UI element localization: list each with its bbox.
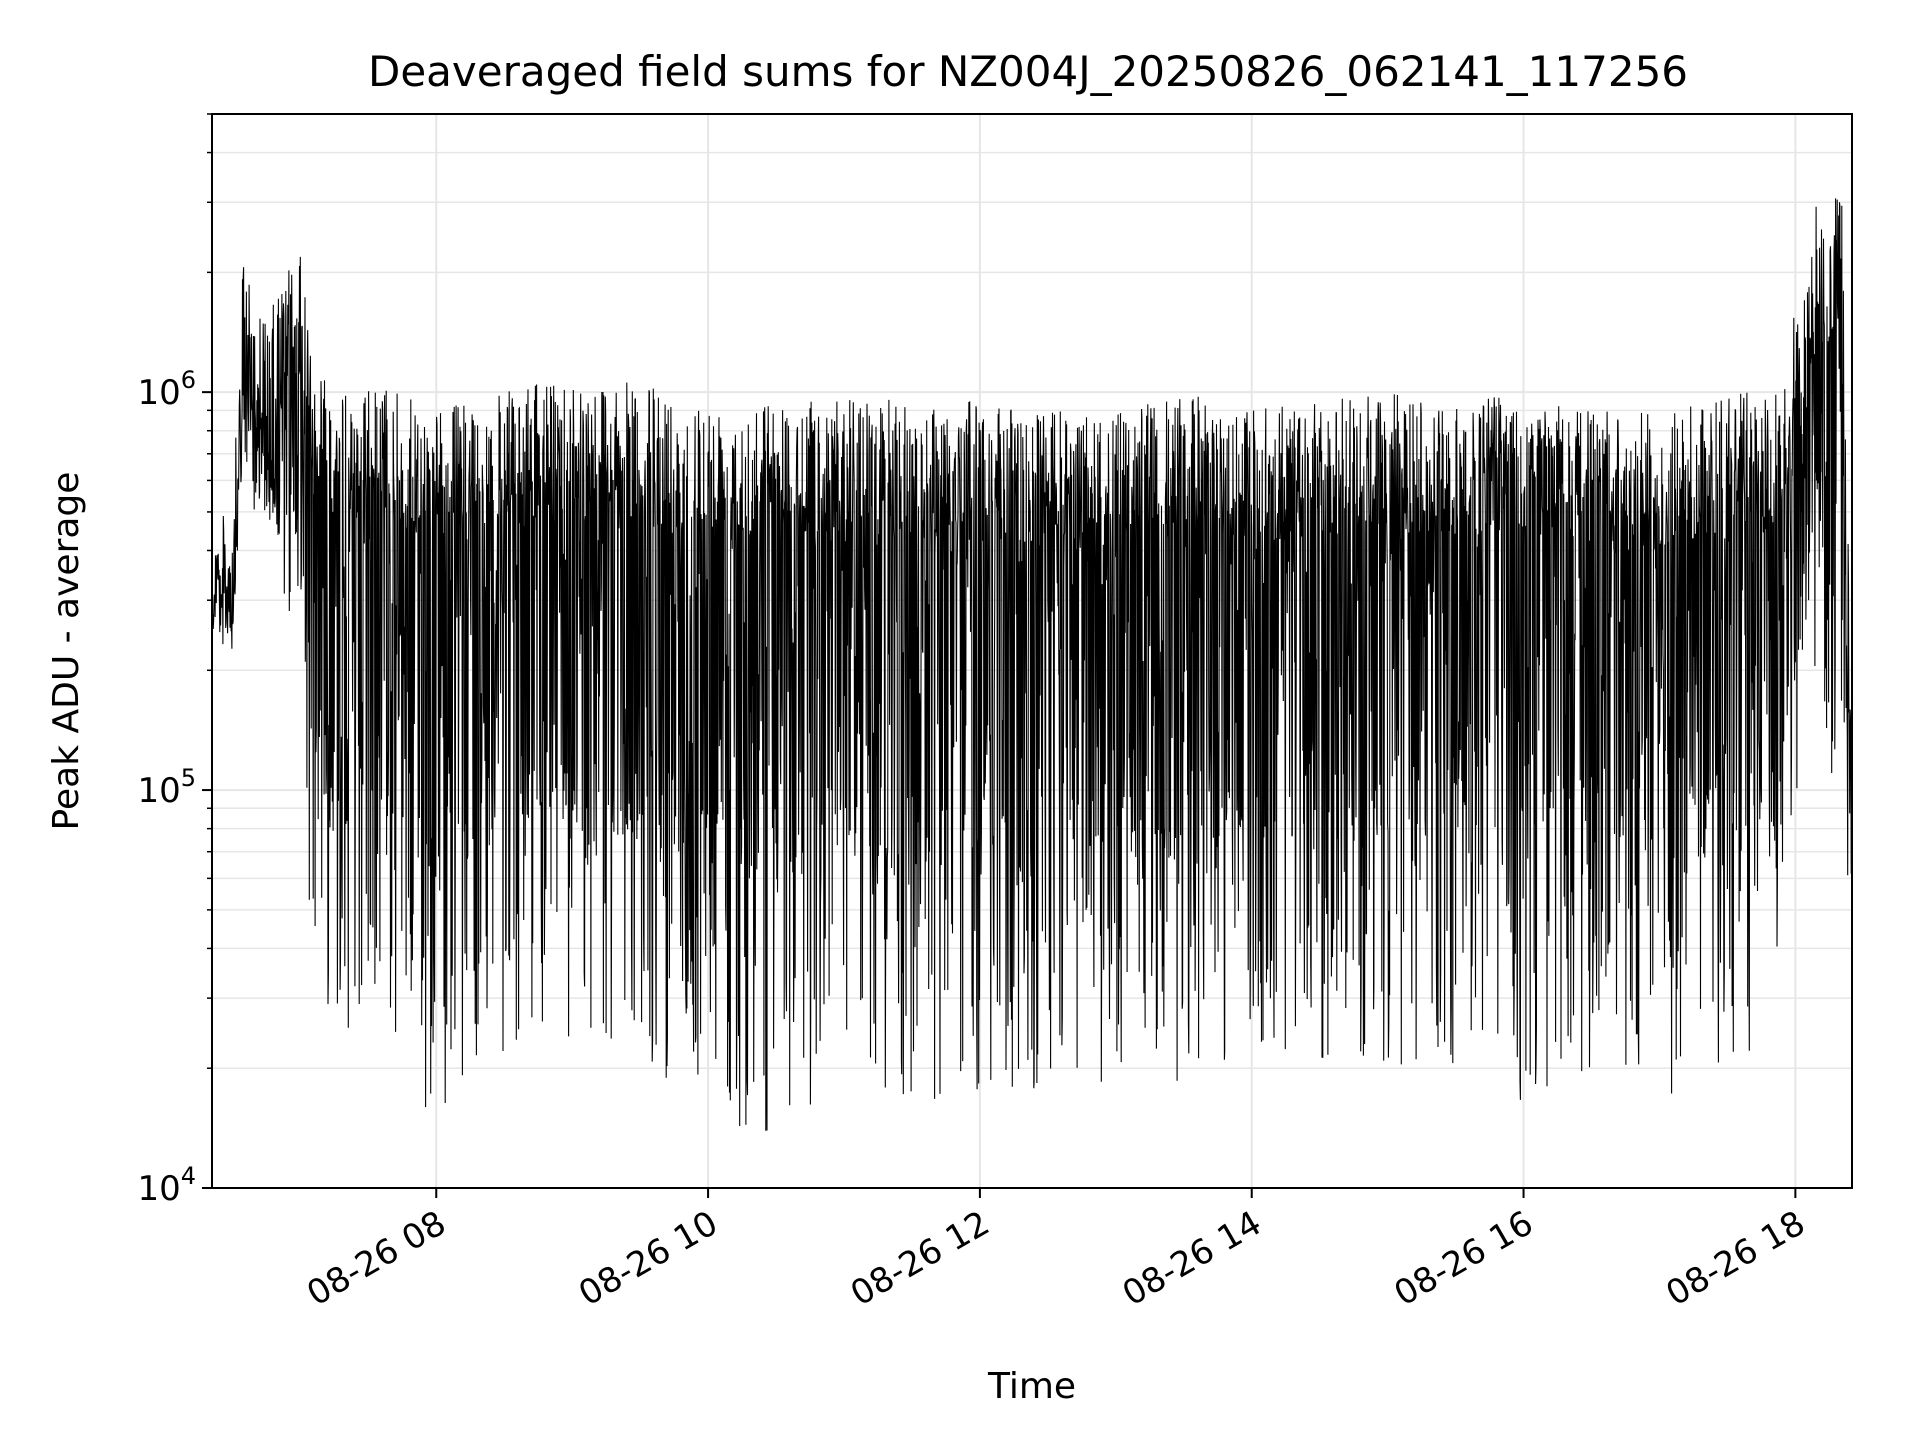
chart-title: Deaveraged field sums for NZ004J_2025082… [368, 47, 1688, 96]
series-layer [211, 198, 1853, 1131]
y-axis: 104 105 106 [137, 113, 212, 1209]
plot-frame [211, 113, 1853, 1189]
x-axis-label: Time [987, 1366, 1076, 1407]
series-line [211, 198, 1853, 1131]
y-axis-label: Peak ADU - average [46, 472, 87, 831]
y-tick-label: 104 [137, 1162, 196, 1209]
y-tick-label: 105 [137, 764, 196, 811]
y-tick-label: 106 [137, 366, 196, 413]
